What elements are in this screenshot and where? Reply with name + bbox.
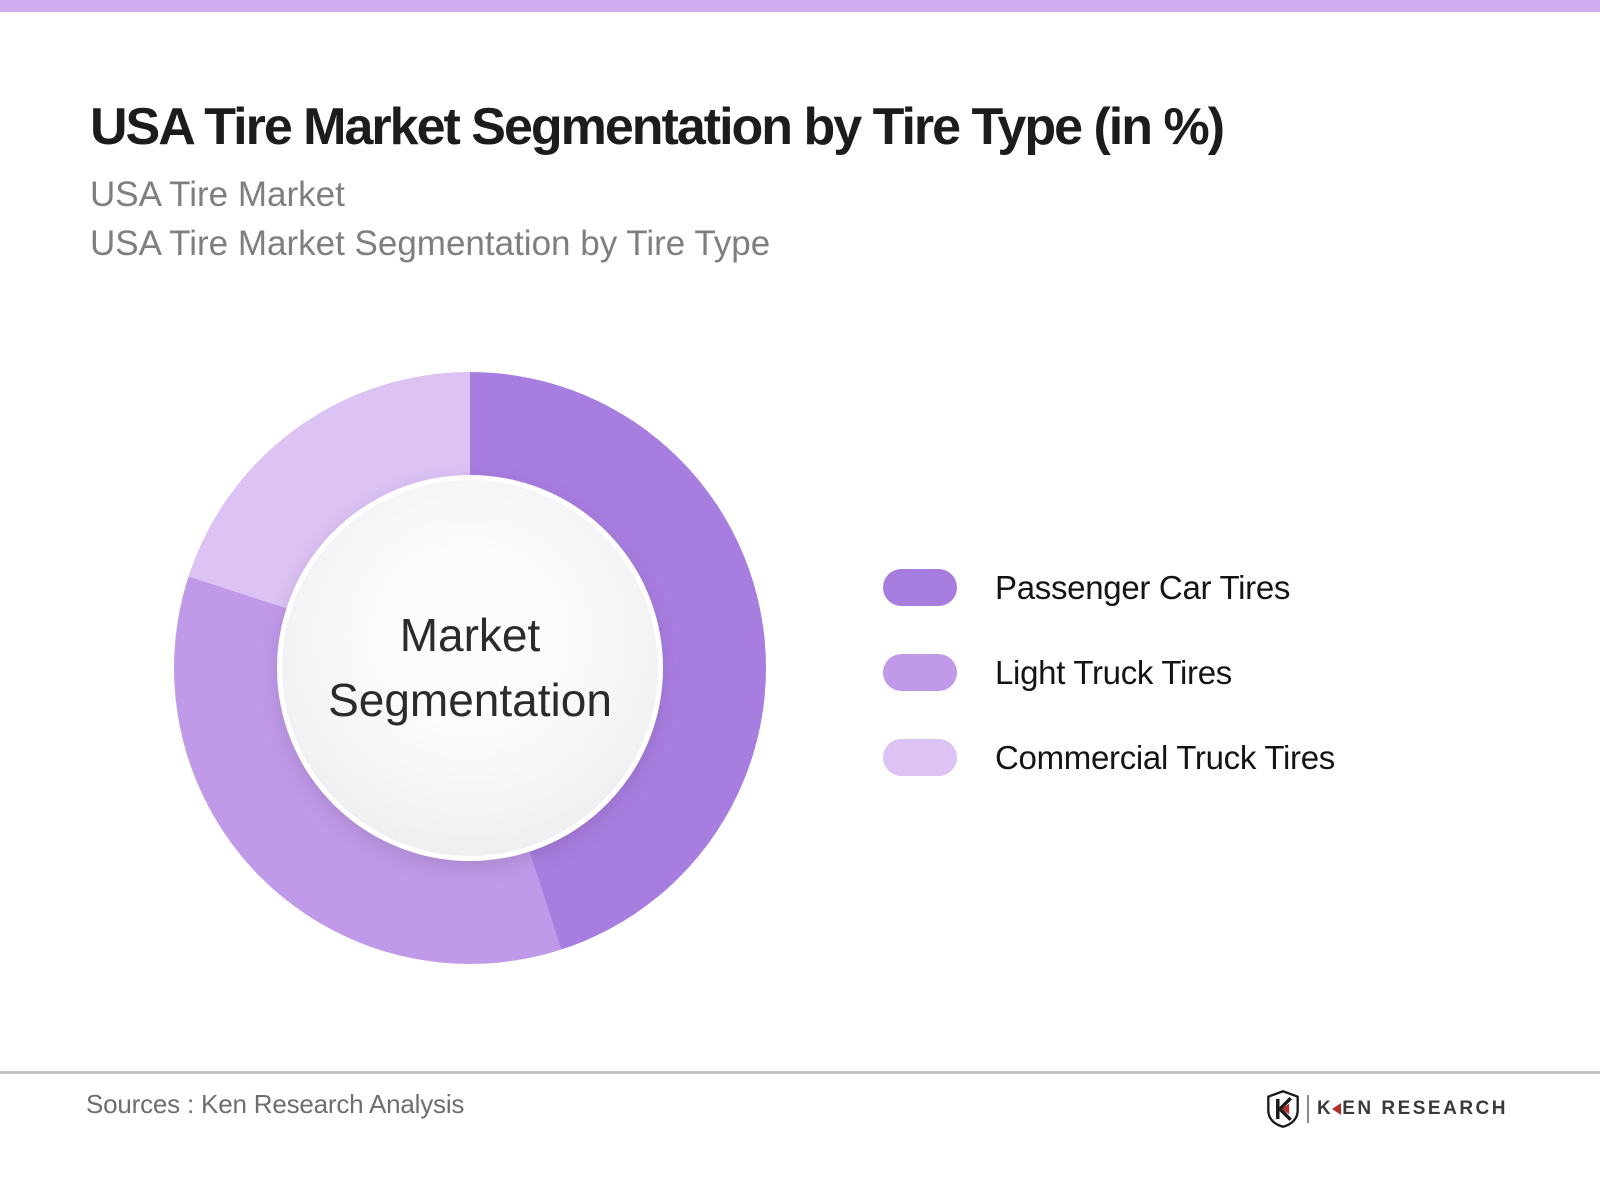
legend-swatch — [883, 654, 957, 691]
subtitle: USA Tire Market USA Tire Market Segmenta… — [90, 170, 770, 268]
logo-red-triangle-icon — [1332, 1103, 1342, 1115]
logo-separator — [1306, 1095, 1309, 1123]
legend-item: Light Truck Tires — [883, 654, 1335, 691]
sources-text: Sources : Ken Research Analysis — [86, 1089, 465, 1119]
subtitle-line-1: USA Tire Market — [90, 175, 345, 214]
footer-divider — [0, 1071, 1600, 1074]
legend-label: Passenger Car Tires — [995, 568, 1291, 606]
page-title: USA Tire Market Segmentation by Tire Typ… — [90, 97, 1225, 156]
donut-center-label: Market Segmentation — [328, 608, 612, 726]
legend-swatch — [883, 739, 957, 776]
ken-research-logo: K EN RESEARCH — [1266, 1086, 1508, 1132]
donut-center-circle: Market Segmentation — [277, 475, 663, 861]
legend-item: Commercial Truck Tires — [883, 739, 1335, 776]
chart-legend: Passenger Car Tires Light Truck Tires Comm… — [883, 569, 1335, 824]
logo-text-k: K — [1316, 1098, 1334, 1119]
logo-text-rest: EN RESEARCH — [1342, 1098, 1508, 1119]
legend-label: Light Truck Tires — [995, 653, 1232, 691]
subtitle-line-2: USA Tire Market Segmentation by Tire Typ… — [90, 224, 771, 263]
top-accent-bar — [0, 0, 1600, 12]
legend-label: Commercial Truck Tires — [995, 738, 1335, 776]
legend-swatch — [883, 569, 957, 606]
ken-research-shield-icon — [1267, 1089, 1299, 1128]
legend-item: Passenger Car Tires — [883, 569, 1335, 606]
logo-text: K EN RESEARCH — [1317, 1098, 1508, 1120]
